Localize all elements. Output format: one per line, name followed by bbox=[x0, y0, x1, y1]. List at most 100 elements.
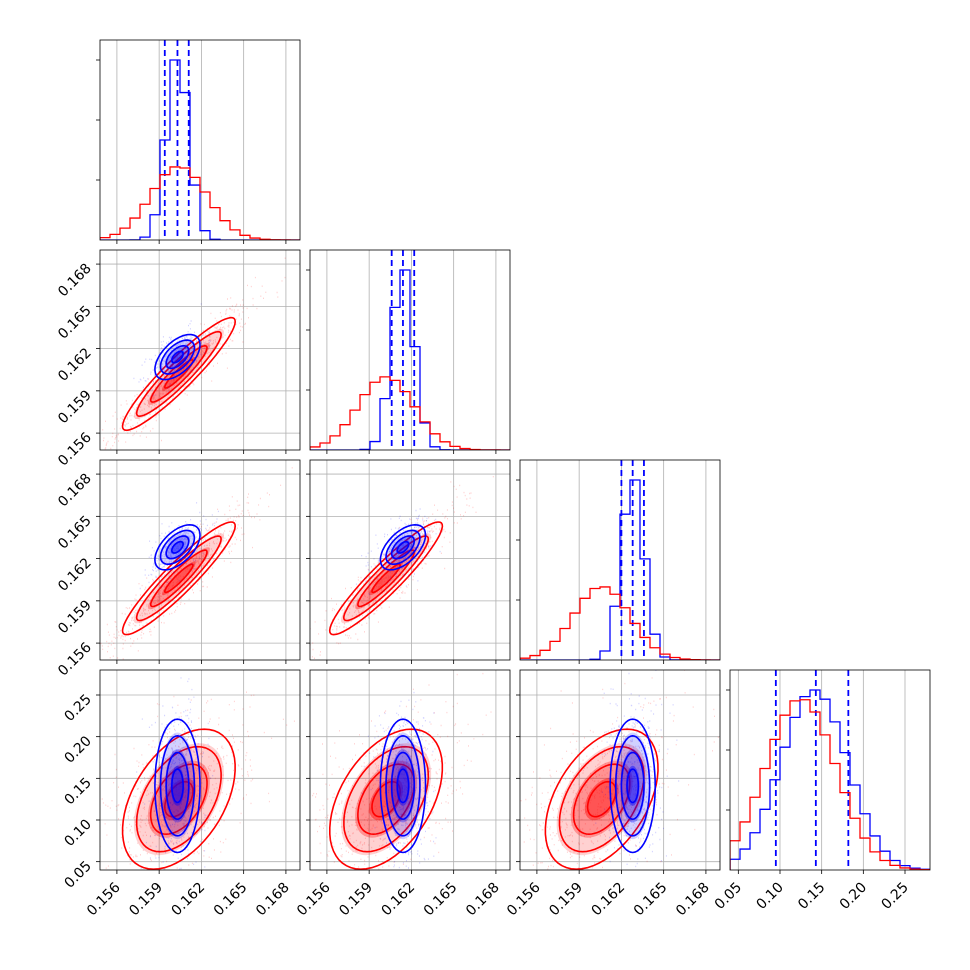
y-tick-label: 0.165 bbox=[55, 513, 95, 553]
density-blue bbox=[390, 749, 416, 823]
hist-red bbox=[310, 376, 510, 450]
contour-red bbox=[572, 763, 631, 836]
y-tick-label: 0.162 bbox=[55, 345, 95, 385]
density-red bbox=[147, 547, 210, 610]
density-blue bbox=[396, 540, 410, 555]
hist-blue bbox=[520, 479, 720, 660]
x-tick-label: 0.162 bbox=[169, 880, 209, 920]
panel-frame bbox=[309, 459, 511, 661]
y-tick-label: 0.156 bbox=[55, 640, 95, 680]
density-blue bbox=[159, 732, 196, 840]
hist-blue bbox=[100, 59, 300, 240]
y-tick-label: 0.168 bbox=[55, 261, 95, 301]
density-blue bbox=[165, 749, 190, 823]
y-tick-label: 0.156 bbox=[55, 430, 95, 470]
x-tick-label: 0.159 bbox=[546, 880, 586, 920]
contour-blue bbox=[379, 718, 427, 854]
contour-red bbox=[164, 563, 194, 594]
scatter-blue bbox=[139, 502, 219, 590]
contour-blue bbox=[379, 523, 427, 571]
x-tick-label: 0.15 bbox=[795, 880, 828, 913]
y-tick-label: 0.168 bbox=[55, 471, 95, 511]
density-blue bbox=[170, 350, 185, 364]
density-blue bbox=[170, 765, 185, 806]
contour-blue bbox=[609, 718, 657, 854]
density-blue bbox=[170, 540, 185, 555]
contour-red bbox=[544, 728, 659, 870]
contour-red bbox=[164, 359, 194, 389]
x-tick-label: 0.165 bbox=[211, 880, 251, 920]
contour-blue bbox=[620, 751, 645, 821]
hist-blue bbox=[310, 269, 510, 450]
y-tick-label: 0.20 bbox=[61, 733, 94, 766]
scatter-red bbox=[100, 691, 295, 870]
contour-red bbox=[121, 728, 236, 870]
contour-blue bbox=[385, 734, 421, 837]
x-tick-label: 0.20 bbox=[837, 880, 870, 913]
x-tick-label: 0.156 bbox=[504, 879, 544, 919]
contour-red bbox=[371, 780, 401, 818]
panel-3-2 bbox=[306, 459, 511, 664]
contour-blue bbox=[159, 734, 196, 837]
contour-red bbox=[149, 763, 208, 836]
panel-frame bbox=[99, 459, 301, 661]
hist-red bbox=[730, 699, 930, 870]
contour-red bbox=[357, 549, 416, 608]
x-tick-label: 0.156 bbox=[294, 879, 334, 919]
density-blue bbox=[390, 534, 416, 560]
contour-blue bbox=[159, 529, 196, 566]
contour-blue bbox=[154, 333, 201, 381]
hist-red bbox=[100, 166, 300, 240]
panel-2-2 bbox=[306, 249, 511, 454]
density-blue bbox=[165, 344, 190, 370]
contour-blue bbox=[396, 540, 410, 554]
contour-blue bbox=[385, 529, 421, 566]
y-tick-label: 0.10 bbox=[61, 817, 94, 850]
density-red bbox=[162, 357, 196, 391]
density-blue bbox=[620, 749, 646, 823]
y-tick-label: 0.05 bbox=[61, 858, 94, 891]
contour-red bbox=[135, 535, 222, 622]
x-tick-label: 0.159 bbox=[336, 880, 376, 920]
panel-frame bbox=[99, 249, 301, 451]
contour-blue bbox=[614, 734, 651, 837]
density-blue bbox=[159, 339, 196, 376]
contour-red bbox=[343, 745, 430, 853]
panel-frame bbox=[309, 669, 511, 871]
contour-blue bbox=[171, 540, 184, 554]
contour-red bbox=[135, 330, 222, 418]
density-blue bbox=[384, 529, 421, 566]
panel-frame bbox=[519, 459, 721, 661]
density-blue bbox=[614, 732, 651, 840]
panel-4-4: 0.05 0.10 0.15 0.20 0.25 bbox=[712, 669, 931, 913]
panel-4-1: 0.05 0.10 0.15 0.20 0.25 0.156 0.159 0.162 0.165… bbox=[61, 669, 301, 920]
x-tick-label: 0.159 bbox=[126, 880, 166, 920]
panel-frame bbox=[729, 669, 931, 871]
contour-blue bbox=[165, 751, 190, 821]
contour-red bbox=[342, 535, 430, 622]
contour-blue bbox=[390, 535, 416, 560]
density-blue bbox=[159, 529, 196, 566]
density-red bbox=[162, 561, 196, 596]
x-tick-label: 0.168 bbox=[463, 880, 503, 920]
density-red bbox=[133, 533, 224, 624]
contour-red bbox=[558, 745, 645, 853]
contour-blue bbox=[396, 768, 410, 804]
density-blue bbox=[165, 534, 190, 560]
contour-blue bbox=[626, 768, 640, 804]
x-tick-label: 0.162 bbox=[589, 880, 629, 920]
panel-4-2: 0.156 0.159 0.162 0.165 0.168 bbox=[294, 669, 511, 920]
contour-blue bbox=[154, 718, 201, 854]
panel-frame bbox=[99, 669, 301, 871]
hist-blue bbox=[730, 689, 930, 870]
x-tick-label: 0.10 bbox=[753, 880, 786, 913]
y-tick-label: 0.165 bbox=[55, 303, 95, 343]
contour-blue bbox=[154, 523, 201, 571]
density-red bbox=[147, 343, 210, 405]
panel-frame bbox=[99, 39, 301, 241]
x-tick-label: 0.162 bbox=[379, 880, 419, 920]
y-tick-label: 0.159 bbox=[55, 387, 95, 427]
